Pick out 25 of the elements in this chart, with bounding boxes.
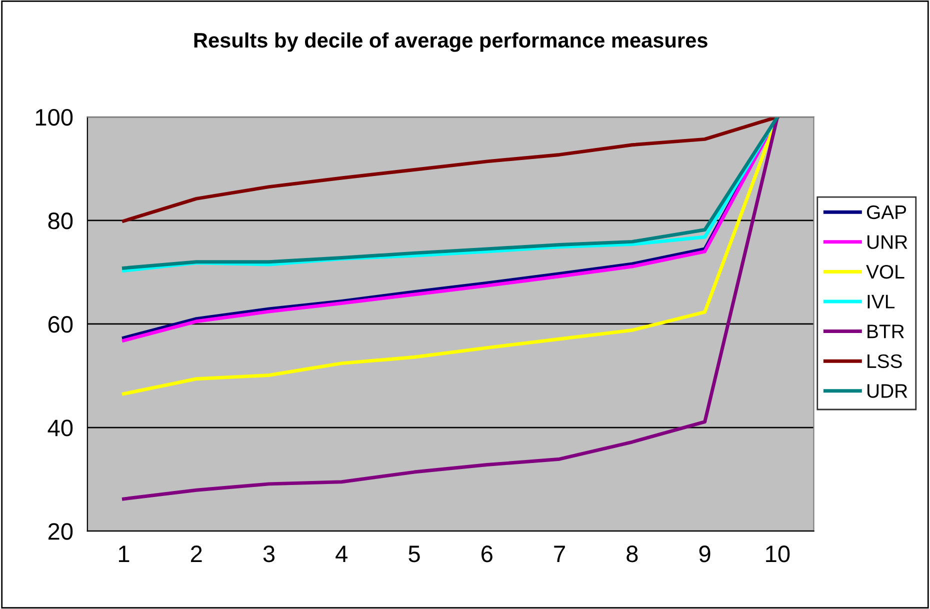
legend-label: VOL bbox=[866, 264, 904, 279]
chart-title: Results by decile of average performance measures bbox=[194, 32, 708, 52]
x-tick-label: 5 bbox=[408, 546, 420, 562]
legend-label: UDR bbox=[867, 384, 908, 398]
y-tick-label: 40 bbox=[48, 420, 73, 436]
legend-label: LSS bbox=[868, 354, 902, 368]
line-series bbox=[122, 116, 780, 501]
x-tick-label: 4 bbox=[336, 546, 348, 562]
x-tick-label: 10 bbox=[766, 546, 790, 562]
x-tick-label: 9 bbox=[699, 546, 710, 562]
y-tick-label: 20 bbox=[48, 523, 73, 540]
x-tick-label: 1 bbox=[118, 546, 130, 562]
x-tick-label: 8 bbox=[626, 546, 638, 562]
x-tick-label: 3 bbox=[263, 546, 275, 562]
line-series bbox=[122, 116, 780, 223]
legend-label: UNR bbox=[867, 235, 908, 249]
legend-label: IVL bbox=[868, 294, 895, 308]
y-tick-label: 80 bbox=[48, 212, 73, 230]
legend-label: BTR bbox=[868, 324, 904, 338]
x-tick-label: 6 bbox=[482, 546, 492, 562]
x-tick-label: 2 bbox=[190, 546, 202, 562]
legend-label: GAP bbox=[866, 205, 906, 220]
y-tick-label: 60 bbox=[48, 316, 73, 333]
x-tick-label: 7 bbox=[554, 546, 565, 562]
y-tick-label: 100 bbox=[36, 108, 73, 126]
